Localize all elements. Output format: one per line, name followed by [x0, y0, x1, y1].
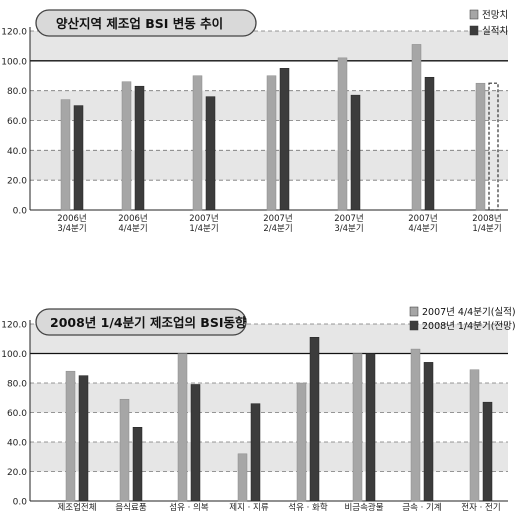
bar-series-2	[134, 85, 145, 211]
y-tick-label: 20.0	[7, 468, 27, 478]
legend-label: 실적치	[482, 25, 508, 37]
grid-band	[30, 442, 508, 472]
bar-series-1	[121, 81, 132, 211]
chart-panel-1: 0.0 20.0 40.0 60.0 80.0 100.0 120.0 2006년 3/4분기 2…	[1, 9, 508, 234]
x-tick-label: 금속 · 기계	[402, 502, 441, 513]
x-tick-label: 제조업전체	[57, 502, 96, 513]
legend-swatch	[469, 25, 479, 36]
bar-series-1	[192, 75, 203, 211]
bar-series-2	[350, 94, 361, 211]
x-tick-label: 2007년 1/4분기	[189, 213, 218, 234]
x-tick-label: 2006년 4/4분기	[118, 213, 147, 234]
bar-series-2	[73, 105, 84, 211]
chart-panel-2: 0.0 20.0 40.0 60.0 80.0 100.0 120.0 제조업전체 음식료품 섬유…	[1, 306, 515, 513]
legend-label: 전망치	[482, 9, 508, 21]
bar-series-1	[266, 75, 277, 211]
x-tick-label: 비금속광물	[344, 502, 383, 513]
y-tick-label: 0.0	[13, 207, 28, 217]
y-tick-label: 80.0	[7, 380, 27, 390]
bar-placeholder	[488, 82, 499, 211]
x-tick-label: 2007년 4/4분기	[408, 213, 437, 234]
x-tick-label: 2007년 3/4분기	[334, 213, 363, 234]
bar-series-1	[296, 382, 307, 502]
bar-series-2	[424, 76, 435, 211]
bar-series-2	[132, 427, 143, 502]
bar-series-1	[65, 370, 76, 502]
chart-title: 양산지역 제조업 BSI 변동 추이	[56, 16, 223, 31]
y-tick-label: 40.0	[7, 439, 27, 449]
legend-label: 2008년 1/4분기(전망)	[422, 321, 516, 332]
x-tick-label: 제지 · 지류	[229, 503, 269, 513]
y-tick-label: 20.0	[7, 177, 27, 187]
chart-title-box	[35, 308, 247, 336]
x-tick-label: 2008년 1/4분기	[472, 213, 501, 234]
bar-series-2	[250, 403, 261, 502]
y-tick-label: 100.0	[1, 57, 27, 67]
x-tick-label: 2007년 2/4분기	[263, 213, 292, 234]
bar-series-1	[337, 57, 348, 211]
y-tick-label: 0.0	[13, 498, 28, 508]
x-tick-label: 섬유 · 의복	[169, 502, 209, 513]
legend-swatch	[409, 306, 419, 317]
bar-series-2	[309, 337, 320, 502]
bar-series-1	[475, 82, 486, 211]
y-tick-label: 80.0	[7, 87, 27, 97]
x-tick-label: 전자 · 전기	[461, 502, 500, 513]
bar-series-2	[423, 362, 434, 502]
bar-series-2	[482, 401, 493, 502]
bar-series-1	[237, 453, 248, 502]
chart-title-box	[35, 9, 257, 37]
x-tick-label: 음식료품	[115, 503, 146, 513]
x-tick-label: 석유 · 화학	[288, 502, 328, 513]
bar-series-1	[177, 353, 188, 502]
legend-swatch	[469, 9, 479, 20]
bar-series-1	[411, 44, 422, 211]
bar-series-1	[352, 353, 363, 502]
bar-series-2	[365, 353, 376, 502]
y-tick-label: 60.0	[7, 409, 27, 419]
bar-series-2	[279, 68, 290, 211]
y-tick-label: 120.0	[1, 28, 27, 38]
x-tick-label: 2006년 3/4분기	[57, 213, 86, 234]
bar-series-2	[190, 384, 201, 502]
y-tick-label: 100.0	[1, 350, 27, 360]
y-tick-label: 60.0	[7, 117, 27, 127]
chart-title: 2008년 1/4분기 제조업의 BSI동향	[50, 315, 247, 330]
bar-series-1	[469, 369, 480, 502]
legend-label: 2007년 4/4분기(실적)	[422, 306, 516, 318]
bar-series-1	[119, 398, 130, 502]
y-tick-label: 40.0	[7, 147, 27, 157]
bar-series-2	[78, 375, 89, 502]
y-tick-label: 120.0	[1, 321, 27, 331]
bar-series-1	[60, 99, 71, 211]
bar-series-2	[205, 96, 216, 211]
legend-swatch	[409, 320, 419, 331]
bar-series-1	[410, 348, 421, 502]
grid-band	[30, 383, 508, 413]
